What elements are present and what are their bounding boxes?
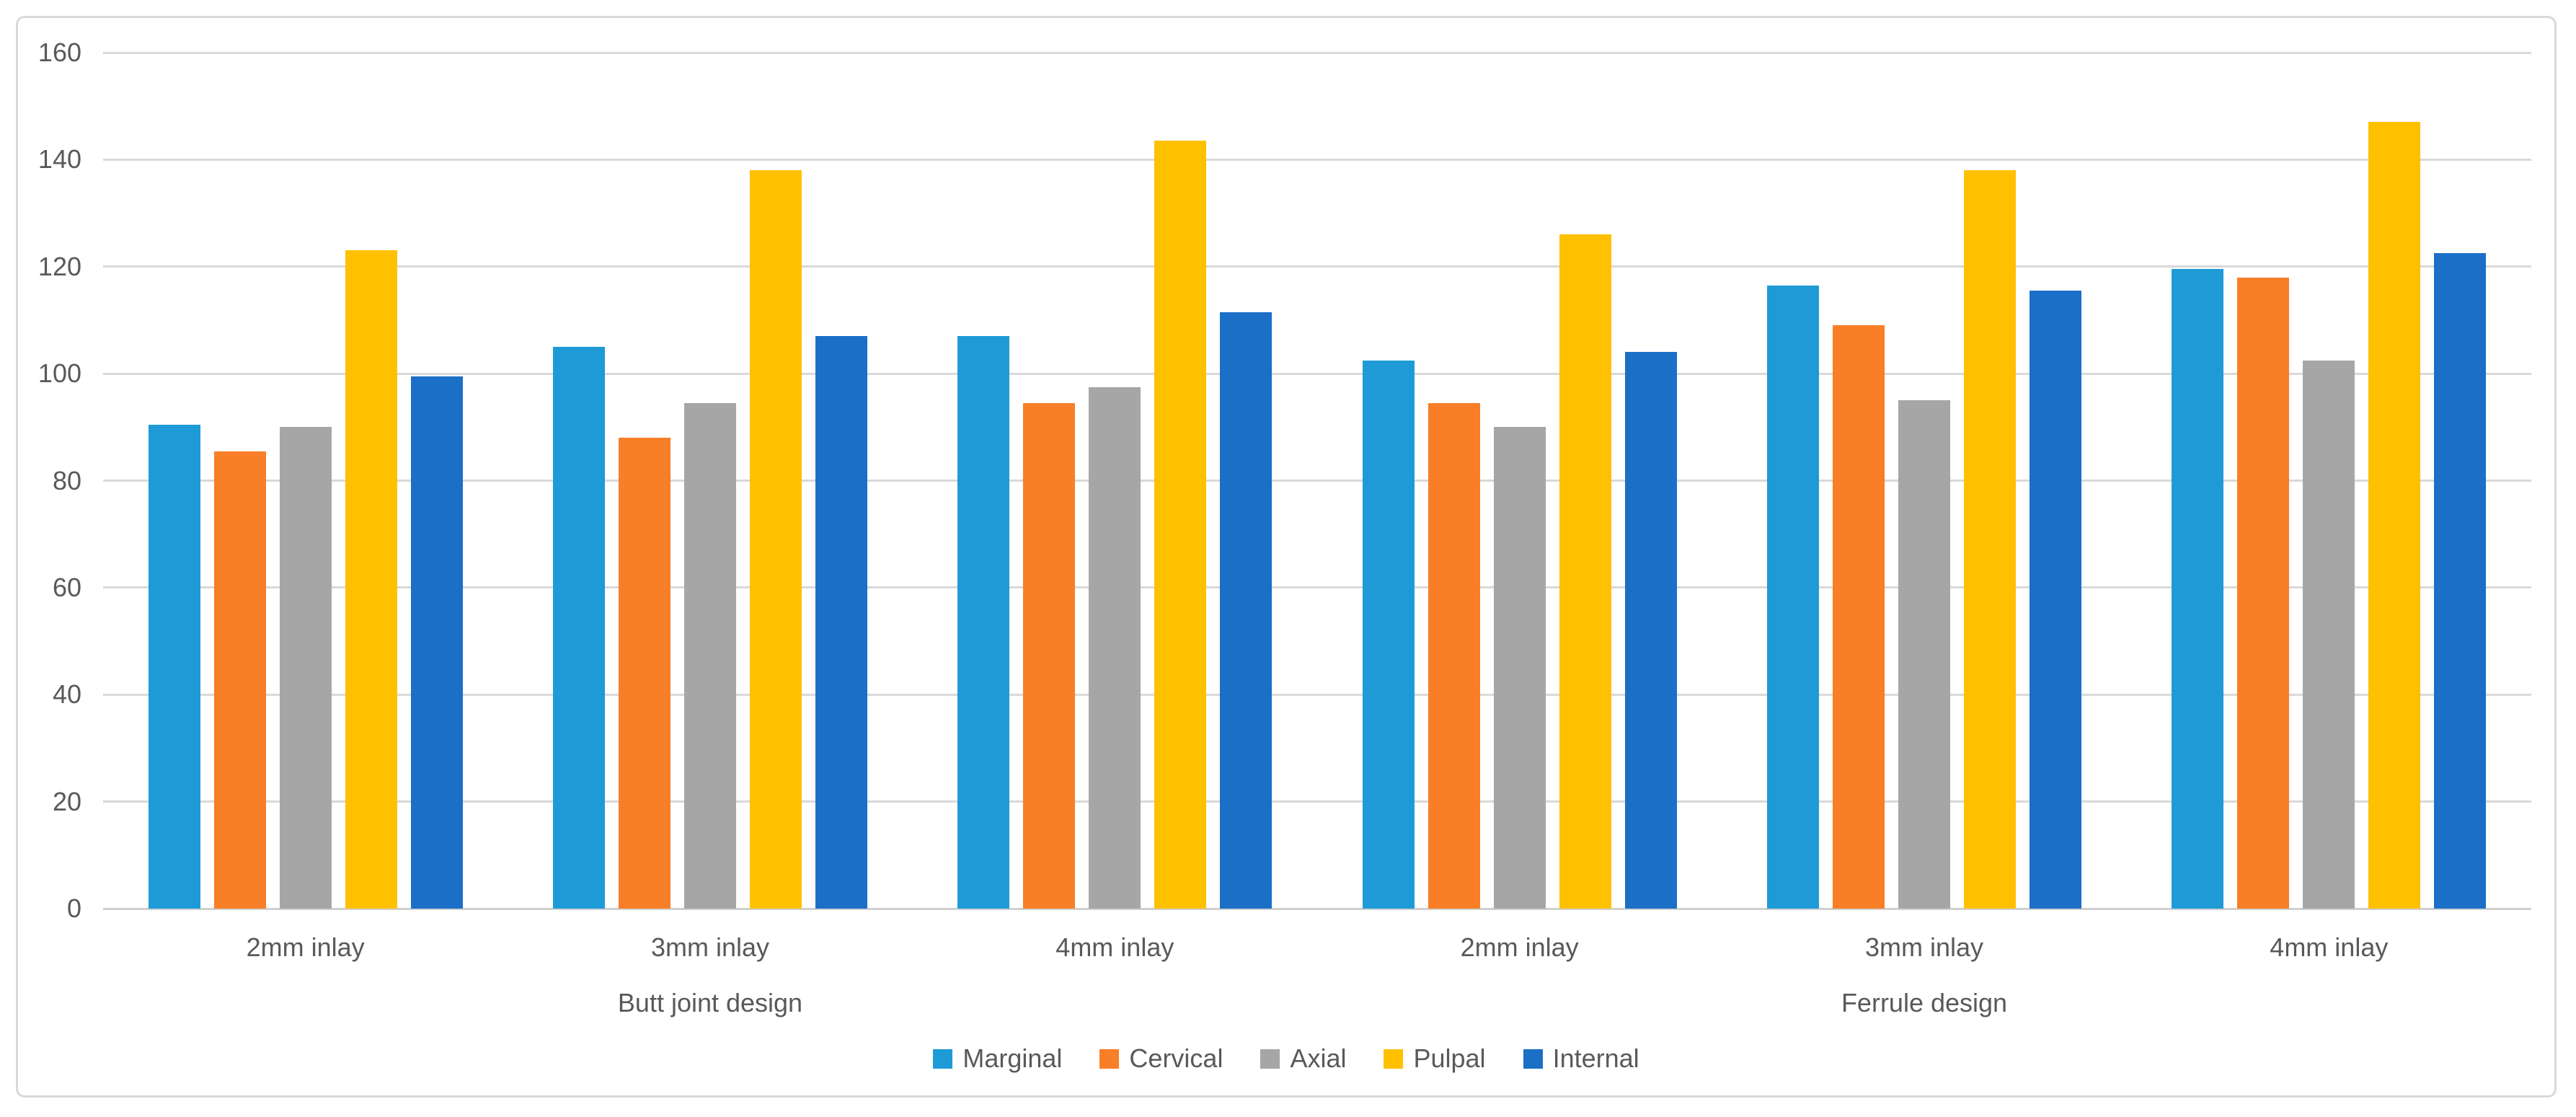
gridline [103, 693, 2531, 696]
x-axis-group-label: Ferrule design [1841, 988, 2008, 1017]
bar-internal-group4 [1624, 352, 1677, 909]
x-axis-line [103, 907, 2531, 910]
y-axis-tick-label: 20 [52, 786, 81, 816]
x-axis-group-label: Butt joint design [617, 988, 803, 1017]
legend-swatch-cervical [1099, 1048, 1120, 1069]
gridline [103, 51, 2531, 54]
bar-marginal-group1 [148, 424, 200, 909]
bar-marginal-group4 [1362, 360, 1415, 909]
bar-marginal-group5 [1767, 285, 1819, 909]
y-axis-tick-label: 140 [37, 144, 81, 175]
bar-cervical-group4 [1428, 402, 1480, 909]
y-axis-tick-label: 80 [52, 465, 81, 495]
bar-pulpal-group5 [1964, 170, 2016, 909]
bar-pulpal-group3 [1154, 141, 1207, 909]
chart-frame: Marginal Cervical Axial Pulpal Internal 0 20 4… [16, 16, 2557, 1098]
bar-internal-group3 [1220, 312, 1272, 909]
x-axis-category-label: 2mm inlay [246, 932, 365, 962]
y-axis-tick-label: 120 [37, 251, 81, 281]
gridline [103, 158, 2531, 161]
gridline [103, 800, 2531, 803]
gridline [103, 586, 2531, 589]
bar-cervical-group6 [2237, 277, 2290, 909]
x-axis-category-label: 2mm inlay [1460, 932, 1579, 962]
gridline [103, 372, 2531, 375]
bar-axial-group5 [1898, 400, 1950, 909]
bar-axial-group1 [279, 427, 332, 909]
legend-label: Pulpal [1413, 1043, 1486, 1073]
legend-item-axial: Axial [1260, 1043, 1346, 1074]
bar-internal-group2 [815, 336, 867, 909]
gridline [103, 265, 2531, 268]
legend-item-cervical: Cervical [1099, 1043, 1223, 1074]
legend-swatch-axial [1260, 1048, 1280, 1069]
y-axis-tick-label: 100 [37, 358, 81, 389]
bar-cervical-group3 [1023, 402, 1076, 909]
legend-swatch-pulpal [1384, 1048, 1404, 1069]
bar-marginal-group2 [553, 347, 605, 909]
bar-cervical-group5 [1833, 325, 1885, 909]
bar-internal-group5 [2030, 291, 2081, 909]
bar-axial-group3 [1089, 387, 1141, 909]
bar-axial-group4 [1493, 427, 1546, 909]
gridline [103, 480, 2531, 482]
bar-pulpal-group1 [345, 250, 397, 909]
bar-cervical-group1 [213, 451, 266, 909]
legend-item-marginal: Marginal [933, 1043, 1062, 1074]
x-axis-category-label: 4mm inlay [1055, 932, 1174, 962]
legend-label: Internal [1552, 1043, 1639, 1073]
legend-swatch-marginal [933, 1048, 953, 1069]
legend-item-pulpal: Pulpal [1384, 1043, 1486, 1074]
x-axis-category-label: 3mm inlay [650, 932, 770, 962]
bar-axial-group2 [684, 402, 736, 909]
y-axis-tick-label: 160 [37, 37, 81, 67]
bar-pulpal-group2 [750, 170, 802, 909]
legend-swatch-internal [1523, 1048, 1543, 1069]
x-axis-category-label: 3mm inlay [1864, 932, 1984, 962]
legend-label: Marginal [962, 1043, 1063, 1073]
bar-cervical-group2 [619, 438, 670, 909]
y-axis-tick-label: 60 [52, 572, 81, 602]
bar-pulpal-group6 [2368, 122, 2421, 909]
legend-label: Cervical [1129, 1043, 1223, 1073]
y-axis-tick-label: 40 [52, 679, 81, 710]
y-axis-tick-label: 0 [66, 893, 81, 923]
bar-marginal-group6 [2172, 269, 2224, 909]
legend: Marginal Cervical Axial Pulpal Internal [18, 1043, 2554, 1074]
bar-internal-group6 [2434, 253, 2487, 909]
bar-pulpal-group4 [1559, 234, 1611, 909]
x-axis-category-label: 4mm inlay [2270, 932, 2389, 962]
legend-item-internal: Internal [1523, 1043, 1639, 1074]
bar-axial-group6 [2303, 360, 2355, 909]
bar-marginal-group3 [957, 336, 1010, 909]
legend-label: Axial [1290, 1043, 1347, 1073]
bar-internal-group1 [410, 376, 463, 909]
